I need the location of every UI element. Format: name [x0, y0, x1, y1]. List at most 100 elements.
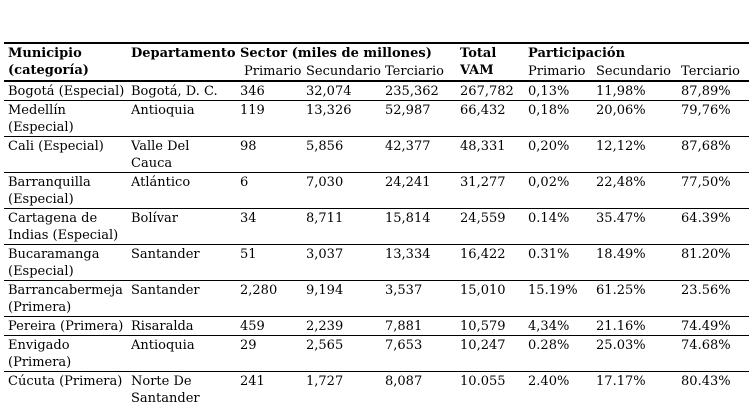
header-row-subcolumns: Primario Secundario Terciario Primario S… — [4, 62, 749, 81]
header-part-terciario: Terciario — [681, 64, 740, 79]
cell-municipio: Cúcuta (Primera) — [8, 374, 123, 389]
cell-p_secundario: 35.47% — [596, 211, 646, 226]
cell-departamento: Antioquia — [131, 103, 195, 118]
header-municipio: Municipio (categoría) — [8, 46, 89, 78]
cell-secundario: 1,727 — [306, 374, 344, 389]
cell-secundario: 5,856 — [306, 139, 344, 154]
cell-p_primario: 4,34% — [528, 319, 570, 334]
cell-total_vam: 15,010 — [460, 283, 506, 298]
cell-municipio: Medellín (Especial) — [8, 103, 74, 135]
cell-total_vam: 16,422 — [460, 247, 506, 262]
cell-p_secundario: 12,12% — [596, 139, 646, 154]
cell-departamento: Antioquia — [131, 338, 195, 353]
cell-p_terciario: 77,50% — [681, 175, 731, 190]
cell-p_primario: 0.28% — [528, 338, 570, 353]
cell-municipio: Bogotá (Especial) — [8, 84, 125, 99]
cell-p_secundario: 22,48% — [596, 175, 646, 190]
cell-terciario: 24,241 — [385, 175, 431, 190]
cell-primario: 34 — [240, 211, 257, 226]
header-row-groups: Municipio (categoría) Departamento Secto… — [4, 43, 749, 78]
cell-secundario: 2,239 — [306, 319, 344, 334]
cell-departamento: Santander — [131, 283, 200, 298]
cell-secundario: 2,565 — [306, 338, 344, 353]
cell-p_terciario: 87,89% — [681, 84, 731, 99]
cell-departamento: Bolívar — [131, 211, 179, 226]
cell-p_secundario: 61.25% — [596, 283, 646, 298]
cell-p_primario: 0.31% — [528, 247, 570, 262]
cell-p_secundario: 21.16% — [596, 319, 646, 334]
cell-departamento: Risaralda — [131, 319, 194, 334]
header-sector-primario: Primario — [244, 64, 302, 79]
cell-terciario: 15,814 — [385, 211, 431, 226]
cell-municipio: Cartagena de Indias (Especial) — [8, 211, 119, 243]
cell-p_terciario: 81.20% — [681, 247, 731, 262]
cell-primario: 29 — [240, 338, 257, 353]
vam-table: Municipio (categoría) Departamento Secto… — [4, 42, 750, 402]
cell-secundario: 13,326 — [306, 103, 352, 118]
header-part-secundario: Secundario — [596, 64, 671, 79]
cell-total_vam: 267,782 — [460, 84, 514, 99]
cell-p_secundario: 11,98% — [596, 84, 646, 99]
cell-municipio: Barranquilla (Especial) — [8, 175, 91, 207]
cell-municipio: Pereira (Primera) — [8, 319, 124, 334]
header-participacion-group: Participación — [528, 46, 626, 61]
cell-municipio: Barrancabermeja (Primera) — [8, 283, 123, 315]
cell-total_vam: 31,277 — [460, 175, 506, 190]
cell-p_terciario: 74.49% — [681, 319, 731, 334]
cell-terciario: 13,334 — [385, 247, 431, 262]
cell-primario: 459 — [240, 319, 265, 334]
cell-primario: 2,280 — [240, 283, 278, 298]
cell-terciario: 7,653 — [385, 338, 423, 353]
cell-departamento: Bogotá, D. C. — [131, 84, 218, 99]
cell-primario: 241 — [240, 374, 265, 389]
header-total-vam: Total VAM — [460, 46, 497, 78]
cell-departamento: Santander — [131, 247, 200, 262]
table-header: Municipio (categoría) Departamento Secto… — [4, 43, 750, 81]
table-row: Medellín (Especial) Antioquia 119 13,326 52,… — [4, 101, 750, 137]
cell-departamento: Atlántico — [131, 175, 191, 190]
cell-p_primario: 2.40% — [528, 374, 570, 389]
cell-p_terciario: 23.56% — [681, 283, 731, 298]
cell-primario: 119 — [240, 103, 265, 118]
cell-secundario: 9,194 — [306, 283, 344, 298]
cell-p_terciario: 79,76% — [681, 103, 731, 118]
cell-p_terciario: 87,68% — [681, 139, 731, 154]
cell-total_vam: 10,247 — [460, 338, 506, 353]
cell-p_primario: 0.14% — [528, 211, 570, 226]
cell-terciario: 7,881 — [385, 319, 423, 334]
table-row: Bucaramanga (Especial) Santander 51 3,037 13… — [4, 245, 750, 281]
cell-municipio: Bucaramanga (Especial) — [8, 247, 100, 279]
cell-secundario: 8,711 — [306, 211, 344, 226]
cell-p_terciario: 64.39% — [681, 211, 731, 226]
cell-secundario: 3,037 — [306, 247, 344, 262]
header-departamento: Departamento — [131, 46, 236, 61]
cell-departamento: Norte De Santander — [131, 374, 200, 402]
cell-secundario: 7,030 — [306, 175, 344, 190]
header-sector-group: Sector (miles de millones) — [240, 46, 432, 61]
cell-p_terciario: 80.43% — [681, 374, 731, 389]
cell-primario: 51 — [240, 247, 257, 262]
cell-terciario: 52,987 — [385, 103, 431, 118]
table-row: Cartagena de Indias (Especial) Bolívar 34 8… — [4, 209, 750, 245]
header-sector-secundario: Secundario — [306, 64, 381, 79]
cell-p_primario: 15.19% — [528, 283, 578, 298]
cell-municipio: Cali (Especial) — [8, 139, 104, 154]
cell-p_primario: 0,13% — [528, 84, 570, 99]
cell-total_vam: 66,432 — [460, 103, 506, 118]
cell-terciario: 8,087 — [385, 374, 423, 389]
cell-terciario: 235,362 — [385, 84, 439, 99]
table-row: Envigado (Primera) Antioquia 29 2,565 7,653 1… — [4, 336, 750, 372]
table-row: Barrancabermeja (Primera) Santander 2,280 9… — [4, 281, 750, 317]
cell-terciario: 3,537 — [385, 283, 423, 298]
cell-total_vam: 10,579 — [460, 319, 506, 334]
cell-p_secundario: 17.17% — [596, 374, 646, 389]
cell-departamento: Valle Del Cauca — [131, 139, 190, 171]
table-row: Barranquilla (Especial) Atlántico 6 7,030 24… — [4, 173, 750, 209]
cell-p_terciario: 74.68% — [681, 338, 731, 353]
table-row: Cali (Especial) Valle Del Cauca 98 5,856 42,… — [4, 137, 750, 173]
header-part-primario: Primario — [528, 64, 586, 79]
cell-primario: 346 — [240, 84, 265, 99]
cell-p_primario: 0,02% — [528, 175, 570, 190]
table-row: Pereira (Primera) Risaralda 459 2,239 7,881 1… — [4, 317, 750, 336]
